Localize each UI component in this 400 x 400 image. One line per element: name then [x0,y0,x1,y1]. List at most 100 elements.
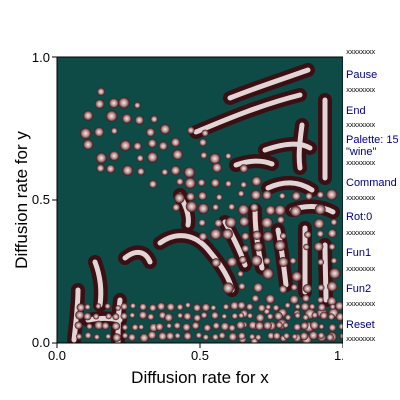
pattern-spot [329,303,336,310]
pattern-spot [76,333,83,340]
pattern-spot [267,332,275,340]
pattern-spot [255,313,265,323]
pattern-spot [265,294,276,304]
pattern-spot [97,87,105,96]
pattern-spot [122,332,129,339]
pattern-spot [184,177,196,189]
pattern-spot [266,313,274,320]
pattern-spot [198,191,207,201]
y-axis-label: Diffusion rate for y [12,131,31,269]
pattern-spot [237,270,244,278]
pattern-spot [156,302,166,311]
pattern-spot [261,216,273,229]
pattern-spot [120,312,128,320]
pattern-spot [282,322,289,329]
x-tick-label: 0.0 [48,348,66,363]
pattern-spot [96,164,105,173]
control-menu: xxxxxxxx Pause xxxxxxxx End xxxxxxxx Pal… [343,44,400,344]
pattern-spot [209,153,221,165]
pattern-spot [185,200,198,213]
pattern-spot [302,314,309,321]
pattern-spot [212,333,219,341]
pattern-spot [262,190,272,200]
pattern-spot [118,97,130,109]
pattern-spot [238,282,246,290]
pattern-spot [84,303,91,311]
pattern-spot [278,256,289,268]
pattern-spot [218,332,226,339]
pattern-spot [248,320,258,330]
pattern-spot [95,303,102,310]
pattern-spot [300,321,309,330]
pattern-spot [338,323,343,330]
pattern-spot [212,322,220,330]
pattern-spot [176,177,184,186]
x-tick-label: 0.5 [191,348,209,363]
pattern-spot [195,332,202,339]
pattern-spot [225,152,232,160]
palette-button[interactable]: Palette: 15 "wine" [346,134,400,158]
pattern-spot [317,332,325,339]
pattern-spot [327,281,338,292]
pattern-spot [319,311,328,320]
pattern-spot [289,257,297,265]
pattern-spot [121,113,132,124]
pattern-spot [166,323,172,329]
pattern-spot [225,180,232,188]
end-button[interactable]: End [346,105,366,117]
pattern-spot [193,303,201,312]
pattern-spot [130,302,136,309]
pattern-spot [327,228,337,238]
reset-button[interactable]: Reset [346,319,375,331]
pattern-spot [170,165,181,176]
pattern-spot [147,138,157,148]
pattern-spot [165,331,175,341]
pattern-spot [136,154,144,162]
pattern-spot [191,321,200,330]
pattern-spot [200,151,208,159]
pattern-plot: 0.0 0.5 1.0 0.0 0.5 1.0 Diffusion rate f… [12,50,343,387]
pattern-spot [86,323,93,330]
pattern-spot [214,219,223,228]
pattern-spot [174,192,185,204]
pattern-spot [161,168,169,176]
pattern-spot [253,241,263,252]
pattern-spot [119,139,131,152]
pattern-spot [138,310,148,320]
pattern-spot [221,313,228,320]
pattern-spot [104,303,111,310]
menu-separator: xxxxxxxx [346,195,375,201]
pattern-spot [105,110,118,122]
pattern-spot [257,304,266,312]
pattern-spot [183,166,195,178]
pattern-spot [239,164,248,173]
pattern-spot [121,324,129,331]
pattern-spot [210,304,217,311]
pattern-spot [247,312,253,319]
pattern-spot [147,330,157,340]
pattern-spot [158,141,168,151]
pattern-spot [120,302,128,311]
pattern-spot [200,311,208,319]
pattern-spot [183,312,192,321]
pattern-spot [146,151,158,163]
pause-button[interactable]: Pause [346,69,378,81]
pattern-spot [150,115,158,123]
menu-separator: xxxxxxxx [346,230,375,236]
fun2-button[interactable]: Fun2 [346,283,372,295]
rot-button[interactable]: Rot:0 [346,211,373,223]
pattern-spot [238,255,247,264]
pattern-spot [317,258,325,266]
pattern-spot [75,310,85,320]
fun1-button[interactable]: Fun1 [346,247,372,259]
pattern-spot [291,333,298,340]
pattern-spot [250,189,262,201]
pattern-spot [111,322,121,331]
command-button[interactable]: Command [346,177,397,189]
pattern-spot [238,312,245,319]
pattern-spot [291,191,301,201]
pattern-spot [275,321,283,329]
pattern-spot [212,203,220,211]
pattern-spot [289,294,299,305]
pattern-spot [84,331,92,339]
